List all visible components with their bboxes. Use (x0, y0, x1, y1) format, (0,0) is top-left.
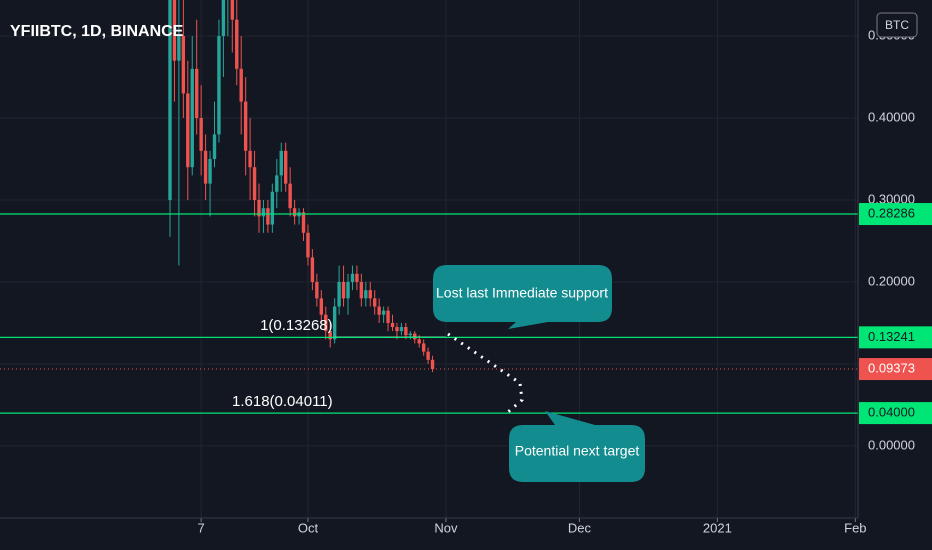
candle-body (332, 306, 337, 340)
candle-body (359, 281, 364, 299)
candle-body (377, 306, 381, 315)
candle-body (261, 208, 266, 217)
level-label: 0.13241 (868, 329, 915, 344)
candle-body (243, 101, 248, 151)
candle-body (235, 19, 239, 69)
candle-body (181, 36, 186, 94)
candle-body (404, 327, 408, 336)
candle-body (350, 273, 355, 282)
candle-body (373, 298, 377, 307)
level-badge (859, 402, 932, 425)
candle-body (252, 167, 257, 200)
x-tick-label: Oct (298, 520, 319, 535)
candle-body (257, 199, 261, 217)
candle-body (221, 0, 226, 37)
candle-body (390, 322, 395, 328)
candle-body (301, 212, 306, 233)
callout-box (433, 265, 612, 329)
candle-body (368, 290, 372, 299)
fib-label: 1(0.13268) (260, 317, 333, 334)
y-tick-label: 0.20000 (868, 273, 915, 288)
candle-body (190, 68, 194, 168)
candle-body (203, 150, 208, 184)
candle-body (275, 175, 279, 192)
candle-body (395, 327, 399, 332)
candle-body (399, 327, 404, 332)
last-price-label: 0.09373 (868, 360, 915, 375)
candle-body (346, 281, 350, 299)
candle-body (230, 0, 235, 20)
candle-body (324, 314, 328, 332)
candle-body (177, 36, 181, 61)
candle-body (381, 310, 386, 315)
candle-body (364, 290, 368, 299)
chart-title: YFIIBTC, 1D, BINANCE (10, 23, 184, 40)
candle-body (284, 150, 288, 184)
candle-body (355, 273, 359, 282)
candle-body (194, 68, 199, 119)
candle-body (270, 191, 275, 225)
candle-body (319, 298, 324, 315)
candle-body (208, 159, 212, 184)
y-tick-label: 0.00000 (868, 437, 915, 452)
x-tick-label: Dec (568, 520, 592, 535)
currency-label: BTC (885, 18, 909, 32)
level-badge (859, 203, 932, 226)
candle-body (315, 281, 319, 299)
candle-body (386, 310, 390, 323)
y-tick-label: 0.30000 (868, 191, 915, 206)
callout-text: Potential next target (515, 443, 640, 459)
x-tick-label: 2021 (703, 520, 732, 535)
x-tick-label: Feb (844, 520, 866, 535)
candle-body (310, 257, 315, 282)
candle-body (199, 118, 203, 151)
candle-body (288, 183, 292, 209)
projection-path (447, 332, 524, 414)
candle-body (426, 351, 430, 360)
candle-body (248, 150, 252, 168)
y-tick-label: 0.40000 (868, 109, 915, 124)
candle-body (417, 339, 421, 344)
candle-body (408, 333, 413, 336)
candle-body (217, 36, 221, 135)
candle-body (328, 331, 332, 340)
x-tick-label: 7 (198, 520, 205, 535)
last-price-badge (859, 358, 932, 381)
candle-body (306, 232, 310, 258)
candle-body (168, 0, 172, 200)
candle-body (430, 359, 435, 370)
x-tick-label: Nov (434, 520, 458, 535)
fib-label: 1.618(0.04011) (232, 393, 333, 410)
level-label: 0.28286 (868, 205, 915, 220)
candle-body (186, 93, 190, 168)
candle-body (341, 281, 346, 299)
level-badge (859, 326, 932, 349)
candle-body (212, 134, 217, 160)
currency-badge[interactable] (876, 12, 918, 38)
callout-box (509, 411, 645, 482)
callout-text: Lost last Immediate support (436, 285, 608, 301)
candle-body (421, 343, 426, 352)
candle-body (337, 281, 341, 307)
level-label: 0.04000 (868, 405, 915, 420)
candle-body (292, 208, 297, 217)
candle-body (239, 68, 243, 102)
candle-body (266, 208, 270, 225)
candle-body (279, 150, 283, 176)
candle-body (172, 0, 177, 61)
candle-body (413, 333, 417, 340)
